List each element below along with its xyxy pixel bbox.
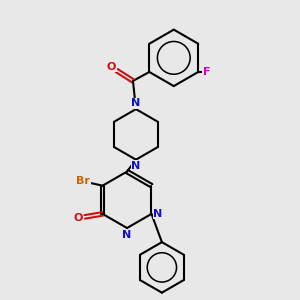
Text: N: N: [131, 160, 141, 171]
Text: O: O: [106, 62, 116, 72]
Text: O: O: [74, 213, 83, 224]
Text: N: N: [131, 98, 141, 108]
Text: F: F: [203, 67, 210, 77]
Text: N: N: [153, 209, 163, 219]
Text: Br: Br: [76, 176, 90, 186]
Text: N: N: [122, 230, 132, 240]
